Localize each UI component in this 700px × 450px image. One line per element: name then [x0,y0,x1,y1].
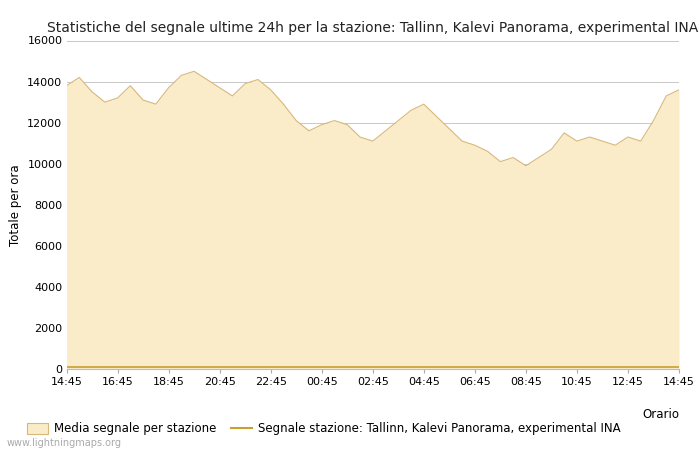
Y-axis label: Totale per ora: Totale per ora [8,164,22,246]
Legend: Media segnale per stazione, Segnale stazione: Tallinn, Kalevi Panorama, experime: Media segnale per stazione, Segnale staz… [22,418,625,440]
Text: www.lightningmaps.org: www.lightningmaps.org [7,438,122,448]
Text: Orario: Orario [642,408,679,421]
Title: Statistiche del segnale ultime 24h per la stazione: Tallinn, Kalevi Panorama, ex: Statistiche del segnale ultime 24h per l… [47,21,699,35]
